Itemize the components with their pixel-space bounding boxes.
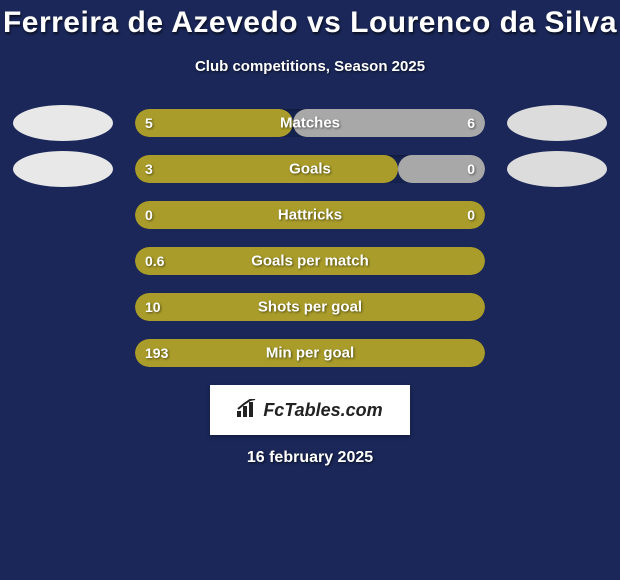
stats-container: Matches 5 6 Goals 3 0 Hattricks 0 0 Goals per mat… bbox=[0, 109, 620, 367]
stat-row: Goals per match 0.6 bbox=[5, 247, 615, 275]
stat-value-left: 0.6 bbox=[145, 253, 164, 269]
stat-row: Hattricks 0 0 bbox=[5, 201, 615, 229]
page-title: Ferreira de Azevedo vs Lourenco da Silva bbox=[0, 0, 620, 40]
date-label: 16 february 2025 bbox=[0, 449, 620, 467]
stat-bar: Goals per match 0.6 bbox=[135, 247, 485, 275]
stat-row: Matches 5 6 bbox=[5, 109, 615, 137]
page-subtitle: Club competitions, Season 2025 bbox=[0, 58, 620, 75]
logo-text: FcTables.com bbox=[237, 399, 382, 422]
comparison-card: Ferreira de Azevedo vs Lourenco da Silva… bbox=[0, 0, 620, 580]
stat-label: Hattricks bbox=[278, 207, 342, 224]
stat-row: Min per goal 193 bbox=[5, 339, 615, 367]
stat-label: Goals per match bbox=[251, 253, 369, 270]
stat-value-right: 0 bbox=[467, 161, 475, 177]
stat-bar: Matches 5 6 bbox=[135, 109, 485, 137]
stat-label: Matches bbox=[280, 115, 340, 132]
stat-bar: Hattricks 0 0 bbox=[135, 201, 485, 229]
logo-badge[interactable]: FcTables.com bbox=[210, 385, 410, 435]
stat-value-left: 10 bbox=[145, 299, 161, 315]
stat-value-left: 193 bbox=[145, 345, 168, 361]
stat-value-left: 0 bbox=[145, 207, 153, 223]
player-avatar-left bbox=[13, 151, 113, 187]
logo-label: FcTables.com bbox=[263, 400, 382, 421]
stat-value-right: 0 bbox=[467, 207, 475, 223]
stat-bar-fill-left bbox=[135, 155, 398, 183]
stat-row: Goals 3 0 bbox=[5, 155, 615, 183]
stat-bar-fill-left bbox=[135, 109, 293, 137]
chart-icon bbox=[237, 399, 259, 422]
stat-value-left: 3 bbox=[145, 161, 153, 177]
stat-label: Shots per goal bbox=[258, 299, 362, 316]
player-avatar-right bbox=[507, 151, 607, 187]
stat-bar: Min per goal 193 bbox=[135, 339, 485, 367]
stat-label: Min per goal bbox=[266, 345, 354, 362]
stat-bar: Goals 3 0 bbox=[135, 155, 485, 183]
player-avatar-right bbox=[507, 105, 607, 141]
stat-label: Goals bbox=[289, 161, 331, 178]
stat-value-right: 6 bbox=[467, 115, 475, 131]
stat-value-left: 5 bbox=[145, 115, 153, 131]
player-avatar-left bbox=[13, 105, 113, 141]
stat-bar: Shots per goal 10 bbox=[135, 293, 485, 321]
stat-row: Shots per goal 10 bbox=[5, 293, 615, 321]
